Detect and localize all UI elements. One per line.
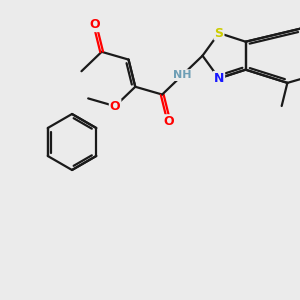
Text: O: O xyxy=(90,18,100,31)
Text: O: O xyxy=(110,100,120,113)
Text: NH: NH xyxy=(173,70,192,80)
Text: S: S xyxy=(214,27,224,40)
Text: N: N xyxy=(214,72,224,85)
Text: O: O xyxy=(164,115,174,128)
